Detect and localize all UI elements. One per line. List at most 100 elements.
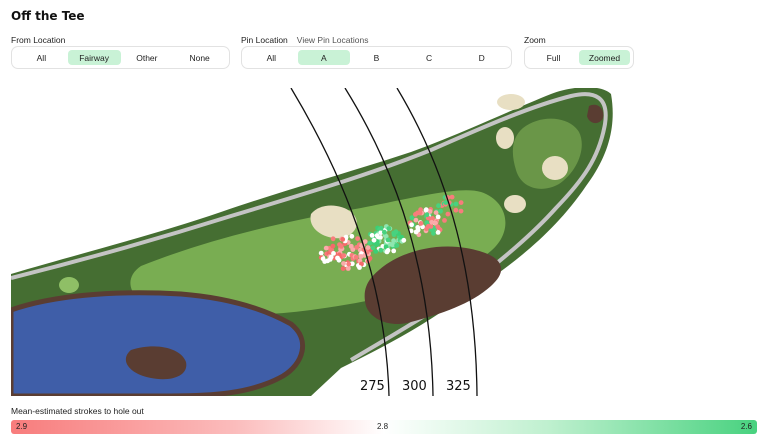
shot-dot (383, 234, 389, 239)
shot-dot (359, 261, 364, 267)
shot-dot (453, 207, 459, 213)
shot-dot (358, 254, 364, 259)
from-location-none-button[interactable]: None (189, 52, 210, 63)
legend-color-scale: 2.9 2.8 2.6 (11, 420, 757, 434)
shot-dot (423, 207, 429, 213)
shot-dot (343, 234, 349, 240)
zoom-label: Zoom (524, 35, 546, 45)
shot-dot (353, 254, 359, 260)
greenside-bunker-3 (542, 156, 568, 180)
pin-location-label: Pin Location (241, 35, 288, 45)
shot-dot (336, 257, 342, 263)
shot-dot (394, 243, 399, 248)
shot-dot (418, 207, 423, 213)
pin-location-b-button[interactable]: B (373, 52, 380, 63)
greenside-bunker-2 (496, 127, 514, 149)
shot-dot (408, 228, 414, 234)
shot-dot (424, 212, 430, 218)
shot-dot (431, 230, 436, 236)
pin-location-label-row: Pin Location View Pin Locations (241, 35, 368, 45)
shot-dot (445, 211, 451, 217)
shot-dot (453, 201, 459, 207)
shot-dot (373, 249, 379, 254)
shot-dot (436, 203, 441, 209)
shot-dot (346, 261, 352, 267)
shot-dot (338, 244, 344, 249)
shot-dot (331, 251, 336, 256)
shot-dot (350, 247, 356, 253)
shot-dot (429, 219, 435, 225)
shot-dot (413, 212, 418, 217)
waste-area-tip (587, 104, 604, 124)
arc-label-325: 325 (446, 379, 471, 394)
shot-dot (443, 200, 449, 205)
shot-dot (327, 257, 333, 262)
shot-dot (341, 253, 347, 258)
shot-dot (374, 233, 380, 239)
from-location-all-button[interactable]: All (36, 52, 47, 63)
shot-dot (385, 248, 391, 253)
shot-dot (367, 240, 373, 246)
shot-dots (318, 194, 464, 271)
legend-min-value: 2.9 (16, 422, 28, 431)
shot-dot (374, 242, 379, 247)
shot-dot (340, 237, 346, 242)
shot-dot (393, 229, 399, 235)
arc-label-275: 275 (360, 379, 385, 394)
shot-dot (349, 233, 355, 239)
shot-dot (340, 266, 346, 271)
shot-dot (433, 220, 438, 226)
shot-dot (449, 194, 455, 200)
shot-dot (346, 266, 351, 271)
shot-dot (355, 236, 360, 242)
zoom-zoomed-button[interactable]: Zoomed (579, 50, 630, 65)
legend-label: Mean-estimated strokes to hole out (11, 406, 144, 416)
greenside-bunker-1 (497, 94, 525, 110)
shot-dot (435, 224, 441, 230)
shot-dot (357, 265, 362, 270)
shot-dot (427, 209, 433, 214)
arc-label-300: 300 (402, 379, 427, 394)
pin-location-d-button[interactable]: D (478, 52, 485, 63)
waste-area-small (125, 346, 187, 380)
shot-dot (435, 230, 441, 235)
shot-dot (386, 226, 392, 232)
view-pin-locations-link[interactable]: View Pin Locations (296, 35, 369, 45)
pin-location-c-button[interactable]: C (426, 52, 433, 63)
page-title: Off the Tee (11, 9, 85, 23)
waste-area (364, 246, 502, 325)
shot-dot (365, 245, 371, 251)
shot-dot (371, 237, 377, 243)
zoom-selector: Full Zoomed (524, 46, 634, 69)
shot-dot (330, 236, 336, 242)
shot-dot (382, 229, 387, 235)
shot-dot (378, 225, 384, 231)
pin-location-a-button[interactable]: A (297, 50, 351, 65)
shot-dot (390, 242, 395, 248)
from-location-other-button[interactable]: Other (136, 52, 158, 63)
shot-dot (354, 245, 359, 250)
shot-dot (433, 210, 439, 215)
shot-dot (323, 245, 329, 251)
shot-dot (391, 248, 397, 254)
shot-dot (413, 217, 419, 223)
shot-dot (430, 216, 435, 221)
shot-dot (378, 230, 384, 236)
from-location-fairway-button[interactable]: Fairway (67, 50, 121, 65)
shot-dot (330, 243, 336, 249)
legend-max-value: 2.6 (740, 422, 752, 431)
shot-dot (318, 250, 324, 256)
hole-map[interactable]: 275 300 325 (11, 88, 757, 396)
shot-dot (428, 224, 434, 229)
shot-dot (322, 259, 328, 264)
shot-dot (341, 261, 346, 266)
shot-dot (409, 215, 415, 221)
greenside-bunker-5 (59, 277, 79, 293)
pin-location-selector: All A B C D (241, 46, 512, 69)
shot-dot (370, 245, 376, 251)
shot-dot (458, 208, 464, 214)
shot-dot (442, 218, 447, 223)
shot-dot (418, 221, 424, 226)
pin-location-all-button[interactable]: All (266, 52, 277, 63)
zoom-full-button[interactable]: Full (546, 52, 561, 63)
